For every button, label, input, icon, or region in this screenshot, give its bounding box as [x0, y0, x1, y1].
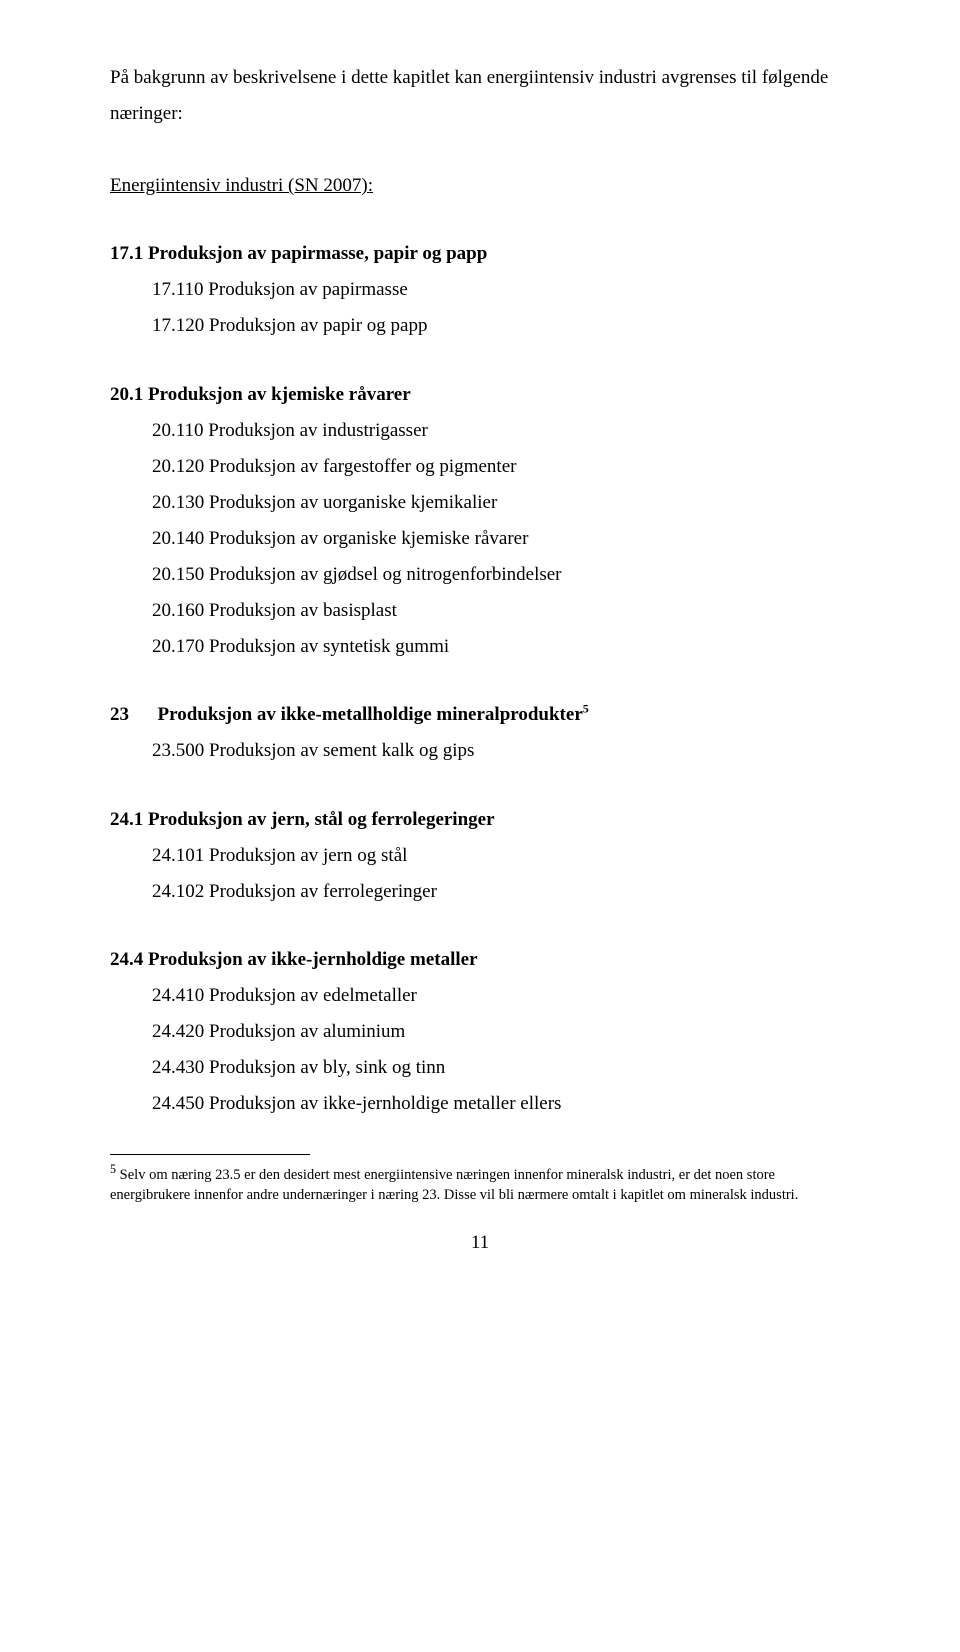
group-20-head: 20.1 Produksjon av kjemiske råvarer	[110, 377, 850, 413]
list-item: 24.450 Produksjon av ikke-jernholdige me…	[110, 1086, 850, 1122]
list-item: 20.170 Produksjon av syntetisk gummi	[110, 629, 850, 665]
list-item: 20.140 Produksjon av organiske kjemiske …	[110, 521, 850, 557]
footnote-separator	[110, 1154, 310, 1155]
group-241: 24.1 Produksjon av jern, stål og ferrole…	[110, 802, 850, 910]
list-item: 24.430 Produksjon av bly, sink og tinn	[110, 1050, 850, 1086]
list-item: 24.101 Produksjon av jern og stål	[110, 838, 850, 874]
group-17-head: 17.1 Produksjon av papirmasse, papir og …	[110, 236, 850, 272]
list-item: 20.150 Produksjon av gjødsel og nitrogen…	[110, 557, 850, 593]
group-244: 24.4 Produksjon av ikke-jernholdige meta…	[110, 942, 850, 1122]
group-244-head: 24.4 Produksjon av ikke-jernholdige meta…	[110, 942, 850, 978]
group-23-head: 23 Produksjon av ikke-metallholdige mine…	[110, 697, 850, 733]
list-item: 23.500 Produksjon av sement kalk og gips	[110, 733, 850, 769]
footnote-text: 5 Selv om næring 23.5 er den desidert me…	[110, 1161, 850, 1205]
list-item: 24.102 Produksjon av ferrolegeringer	[110, 874, 850, 910]
group-17: 17.1 Produksjon av papirmasse, papir og …	[110, 236, 850, 344]
group-23-prefix: 23	[110, 704, 129, 725]
group-20: 20.1 Produksjon av kjemiske råvarer 20.1…	[110, 377, 850, 666]
list-item: 20.160 Produksjon av basisplast	[110, 593, 850, 629]
group-23: 23 Produksjon av ikke-metallholdige mine…	[110, 697, 850, 769]
group-241-head: 24.1 Produksjon av jern, stål og ferrole…	[110, 802, 850, 838]
list-item: 20.110 Produksjon av industrigasser	[110, 413, 850, 449]
list-item: 24.410 Produksjon av edelmetaller	[110, 978, 850, 1014]
footnote-body: Selv om næring 23.5 er den desidert mest…	[110, 1167, 798, 1203]
footnote-marker-icon: 5	[583, 702, 589, 716]
section-title: Energiintensiv industri (SN 2007):	[110, 168, 850, 204]
page-content: På bakgrunn av beskrivelsene i dette kap…	[0, 0, 960, 1301]
intro-paragraph: På bakgrunn av beskrivelsene i dette kap…	[110, 60, 850, 132]
list-item: 17.120 Produksjon av papir og papp	[110, 308, 850, 344]
list-item: 17.110 Produksjon av papirmasse	[110, 272, 850, 308]
page-number: 11	[110, 1225, 850, 1261]
list-item: 24.420 Produksjon av aluminium	[110, 1014, 850, 1050]
list-item: 20.130 Produksjon av uorganiske kjemikal…	[110, 485, 850, 521]
group-23-text: Produksjon av ikke-metallholdige mineral…	[158, 704, 583, 725]
list-item: 20.120 Produksjon av fargestoffer og pig…	[110, 449, 850, 485]
